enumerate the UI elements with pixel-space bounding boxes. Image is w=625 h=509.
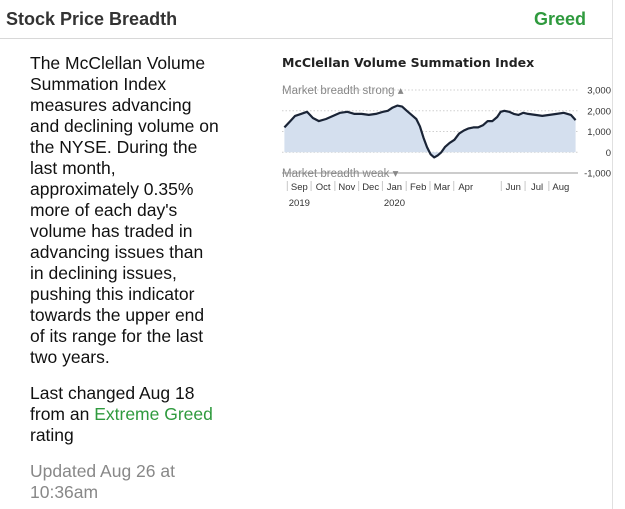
x-tick-label: Apr [458, 182, 473, 193]
card-header: Stock Price Breadth Greed [0, 0, 612, 39]
updated-timestamp: Updated Aug 26 at 10:36am [30, 461, 175, 502]
x-tick-label: Aug [552, 182, 569, 193]
rating-badge: Greed [533, 9, 586, 29]
y-tick-label: -1,000 [584, 169, 611, 180]
y-tick-label: 2,000 [587, 106, 611, 117]
series-line [283, 104, 577, 159]
x-tick-label: Sep [291, 182, 308, 193]
indicator-description: The McClellan Volume Summation Index mea… [30, 53, 219, 367]
previous-rating-link[interactable]: Extreme Greed [94, 404, 213, 424]
x-year-label: 2020 [384, 198, 405, 209]
x-tick-label: Nov [338, 182, 355, 193]
x-tick-label: Feb [410, 182, 426, 193]
y-tick-label: 0 [606, 148, 611, 159]
x-tick-label: Jan [387, 182, 402, 193]
x-tick-label: Oct [316, 182, 331, 193]
card-title: Stock Price Breadth [6, 9, 178, 29]
stock-price-breadth-card: Stock Price Breadth Greed The McClellan … [0, 0, 612, 502]
card-right-border [612, 0, 613, 509]
summation-index-chart: 3,000 2,000 1,000 0 -1,000 Market breadth str… [282, 85, 611, 209]
x-tick-label: Jun [506, 182, 521, 193]
x-tick-label: Mar [434, 182, 450, 193]
x-year-label: 2019 [289, 198, 310, 209]
last-changed-text: Last changed Aug 18 from an Extreme Gree… [30, 383, 230, 446]
y-tick-label: 1,000 [587, 127, 611, 138]
series-area [284, 105, 576, 158]
x-tick-label: Dec [362, 182, 379, 193]
last-changed-prefix: Last changed Aug 18 from an [30, 383, 195, 424]
y-tick-label: 3,000 [587, 86, 611, 97]
breadth-weak-label: Market breadth weak ▾ [282, 168, 399, 180]
x-tick-label: Jul [531, 182, 543, 193]
breadth-strong-label: Market breadth strong ▴ [282, 85, 404, 97]
chart-title: McClellan Volume Summation Index [282, 55, 535, 70]
last-changed-suffix: rating [30, 425, 74, 445]
